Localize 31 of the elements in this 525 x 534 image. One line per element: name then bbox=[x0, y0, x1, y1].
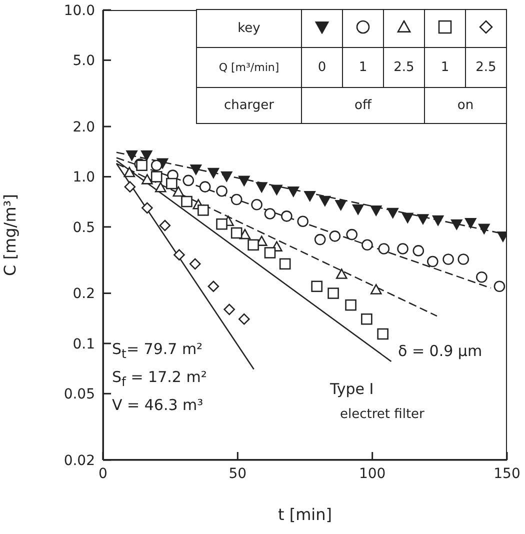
annotation: S$_{t}$= 79.7 m² bbox=[112, 340, 203, 361]
y-tick-label: 0.05 bbox=[64, 386, 95, 403]
annotation: 1 bbox=[424, 48, 466, 88]
y-tick-label: 0.1 bbox=[72, 336, 95, 352]
annotation: charger bbox=[196, 88, 302, 124]
annotation: 1 bbox=[342, 48, 384, 88]
y-tick-label: 1.0 bbox=[72, 170, 95, 186]
annotation: electret filter bbox=[340, 407, 424, 422]
y-tick-label: 0.5 bbox=[72, 220, 95, 236]
y-tick-label: 0.02 bbox=[64, 452, 95, 469]
y-tick-label: 2.0 bbox=[72, 120, 95, 136]
annotation: δ = 0.9 μm bbox=[398, 342, 482, 360]
annotation: key bbox=[196, 10, 302, 48]
annotation: Q [m³/min] bbox=[196, 48, 302, 88]
y-tick-label: 0.2 bbox=[72, 286, 95, 302]
x-tick-label: 0 bbox=[98, 466, 108, 482]
x-tick-label: 50 bbox=[228, 466, 247, 482]
x-tick-label: 100 bbox=[358, 466, 386, 482]
annotation: off bbox=[302, 88, 424, 124]
x-tick-label: 150 bbox=[494, 466, 520, 482]
annotation: S$_{f}$ = 17.2 m² bbox=[112, 368, 207, 389]
y-tick-label: 5.0 bbox=[72, 53, 95, 70]
annotation: V = 46.3 m³ bbox=[112, 396, 204, 414]
y-tick-label: 10.0 bbox=[64, 2, 95, 19]
annotation: 2.5 bbox=[466, 48, 506, 88]
annotation: Type I bbox=[330, 380, 374, 398]
annotation: 2.5 bbox=[384, 48, 424, 88]
annotation: 0 bbox=[302, 48, 342, 88]
annotation: on bbox=[424, 88, 506, 124]
x-axis-title: t [min] bbox=[278, 505, 332, 524]
y-axis-title: C [mg/m³] bbox=[0, 194, 20, 276]
